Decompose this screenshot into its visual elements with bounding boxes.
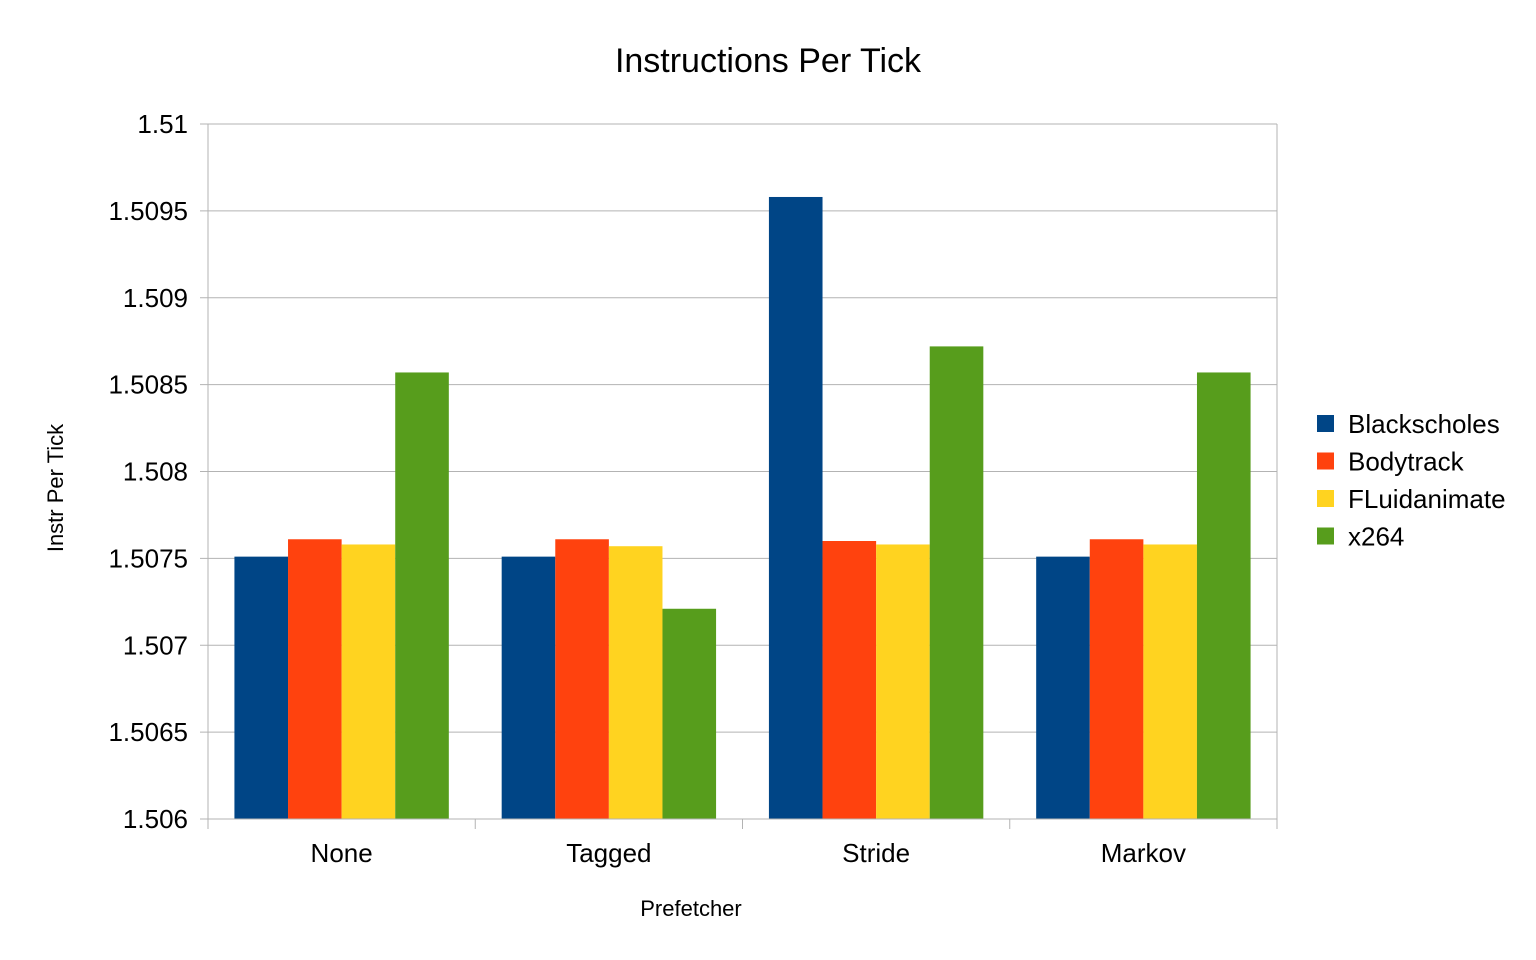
bar-x264-tagged: [662, 608, 717, 819]
legend-swatch-x264: [1317, 527, 1334, 545]
y-tick-label: 1.5095: [108, 196, 188, 226]
y-tick-label: 1.508: [123, 457, 188, 487]
y-tick-label: 1.506: [123, 804, 188, 834]
bar-bodytrack-stride: [822, 541, 877, 819]
bar-blackscholes-none: [234, 556, 289, 819]
x-tick-label: Tagged: [566, 838, 651, 868]
y-tick-label: 1.507: [123, 630, 188, 660]
x-tick-label: None: [311, 838, 373, 868]
x-tick-label: Stride: [842, 838, 910, 868]
bar-fluidanimate-none: [341, 544, 396, 819]
y-axis-label: Instr Per Tick: [43, 423, 68, 552]
y-tick-label: 1.5065: [108, 717, 188, 747]
bar-x264-stride: [929, 346, 984, 819]
y-axis: 1.506 1.5065 1.507 1.5075 1.508 1.5085 1.509 1.…: [108, 109, 1278, 834]
chart-title: Instructions Per Tick: [615, 42, 922, 80]
bar-blackscholes-stride: [768, 196, 823, 820]
bar-fluidanimate-stride: [876, 544, 930, 819]
legend-label-blackscholes: Blackscholes: [1348, 409, 1500, 439]
bar-bodytrack-tagged: [555, 539, 609, 819]
y-tick-label: 1.5075: [108, 543, 188, 573]
y-tick-label: 1.5085: [108, 370, 188, 400]
bar-fluidanimate-tagged: [608, 546, 663, 819]
y-tick-label: 1.51: [137, 109, 188, 139]
bar-bodytrack-none: [288, 539, 342, 819]
bar-x264-none: [395, 372, 449, 819]
legend: Blackscholes Bodytrack FLuidanimate x264: [1317, 409, 1506, 552]
legend-label-bodytrack: Bodytrack: [1348, 447, 1465, 477]
legend-swatch-bodytrack: [1317, 452, 1334, 470]
x-axis-label: Prefetcher: [640, 896, 742, 921]
bar-blackscholes-tagged: [501, 556, 556, 819]
bar-bodytrack-markov: [1089, 539, 1144, 819]
legend-label-x264: x264: [1348, 522, 1404, 552]
legend-swatch-fluidanimate: [1317, 490, 1334, 507]
y-tick-label: 1.509: [123, 283, 188, 313]
bar-blackscholes-markov: [1036, 556, 1090, 819]
bar-x264-markov: [1196, 372, 1251, 819]
x-tick-label: Markov: [1101, 838, 1186, 868]
legend-swatch-blackscholes: [1317, 415, 1334, 432]
bar-fluidanimate-markov: [1143, 544, 1197, 819]
legend-label-fluidanimate: FLuidanimate: [1348, 484, 1506, 514]
x-axis: None Tagged Stride Markov: [208, 818, 1277, 868]
bars: [234, 196, 1251, 820]
